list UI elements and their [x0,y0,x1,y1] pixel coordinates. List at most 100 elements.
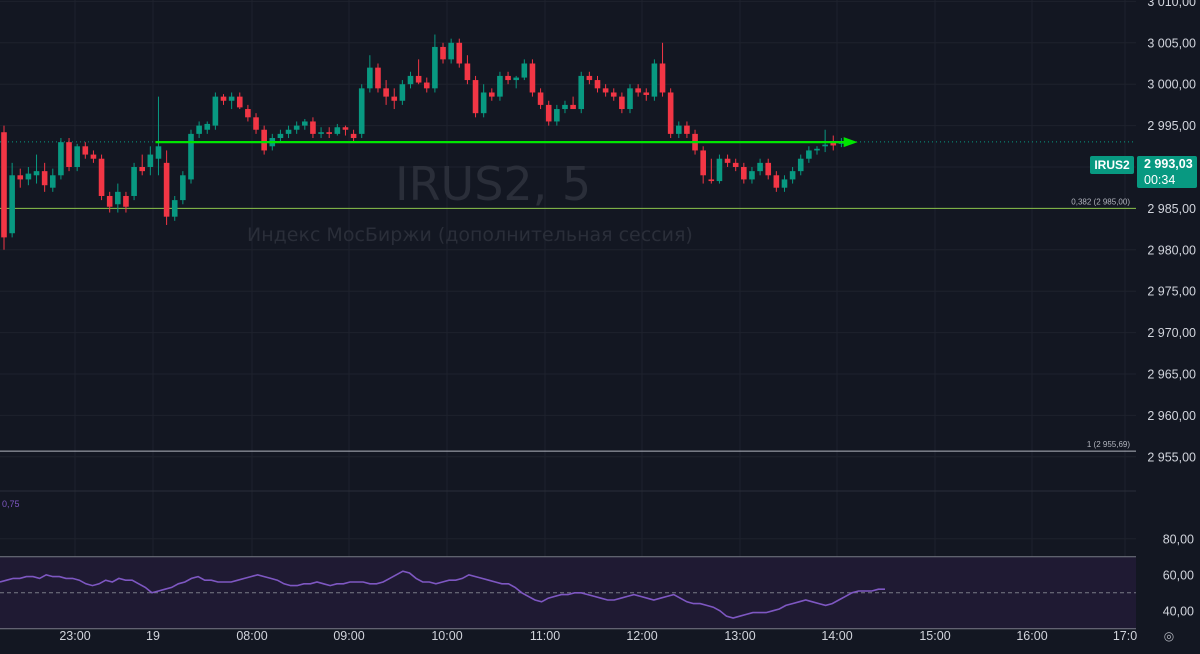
candle-body [261,129,267,151]
candle-body [472,80,479,114]
candle [358,84,365,139]
x-tick-label: 19 [146,629,160,643]
candle [789,167,796,184]
candle-body [334,127,341,134]
y-tick-label: 2 960,00 [1147,409,1196,423]
y-tick-label: 2 965,00 [1147,368,1196,382]
candle-body [684,125,690,134]
candle-body [562,104,568,110]
candle-body [326,132,332,134]
candle-body [545,104,552,122]
candle-body [456,42,463,64]
time-axis[interactable]: 23:00 19 08:00 09:00 10:00 11:00 12:00 13:00 14:… [59,629,1137,643]
candle-body [245,109,251,118]
candle-body [407,75,414,85]
candle-body [180,175,186,201]
ray-arrowhead [843,137,858,148]
candle-body [74,146,80,167]
rsi-pane [0,556,1136,630]
candle [797,154,804,176]
candle-body [302,121,308,126]
candle [627,84,633,114]
candle-body [708,179,715,182]
rsi-line [0,570,885,619]
y-tick-label: 2 995,00 [1147,119,1196,133]
candle [480,84,487,118]
candle-body [497,75,503,97]
candle-body [814,148,820,151]
watermark-title: IRUS2, 5 [395,157,591,211]
candle-body [619,96,625,110]
candle [505,71,511,85]
candle-body [115,191,121,205]
candle [513,75,519,89]
candle [391,88,398,110]
y-tick-label: 3 005,00 [1147,36,1196,50]
y-tick-label: 2 985,00 [1147,202,1196,216]
candle-body [147,154,154,167]
candle-body [480,92,487,114]
candle [708,158,715,184]
rsi-axis[interactable]: 40,00 60,00 80,00 [1163,532,1194,618]
candles [1,34,845,250]
settings-icon[interactable]: ◎ [1163,629,1175,643]
y-tick-label: 2 955,00 [1147,450,1196,464]
candle [578,71,585,114]
candle [49,168,56,192]
x-tick-label: 17:0 [1113,629,1137,643]
candle-body [635,88,641,93]
x-tick-label: 11:00 [530,629,560,643]
candle [716,154,723,184]
candle [545,100,552,126]
candle-body [131,167,137,196]
candle [448,38,454,64]
candle-body [17,175,24,180]
candle [66,138,72,172]
candle [90,150,97,163]
candle [814,146,820,155]
candle-body [155,146,162,159]
candle [822,129,828,153]
candle-body [610,92,617,97]
candle-body [310,121,316,134]
candle [659,42,666,97]
candle [415,59,422,85]
candle [497,71,503,101]
candle [700,146,706,184]
candle-body [505,75,511,81]
candle [667,88,674,139]
candle [675,121,682,139]
candle-body [383,88,389,97]
current-price-value: 2 993,03 [1144,157,1193,171]
candle-body [423,82,430,89]
candle-body [123,195,129,207]
candle-body [830,142,837,146]
candle [537,88,544,110]
horizontal-ray[interactable] [155,137,858,148]
candle-body [521,63,528,78]
candle [602,84,609,97]
y-tick-label: 2 970,00 [1147,326,1196,340]
candle-body [716,158,723,182]
candle-body [293,125,300,130]
candle [196,121,202,139]
candle [342,125,349,136]
candle-body [749,171,755,180]
candle-body [732,162,739,167]
candle-body [391,96,398,101]
candle-body [675,125,682,134]
candle [123,191,129,213]
candle [261,125,267,155]
candle-body [757,162,763,172]
candle-body [212,96,219,126]
candle [228,92,235,110]
candle-body [643,92,650,95]
candle [98,154,105,201]
candle [651,59,658,101]
price-axis[interactable]: 2 955,00 2 960,00 2 965,00 2 970,00 2 975,00… [1147,0,1196,464]
candle [163,150,170,225]
candle-body [171,200,178,217]
candle-body [196,125,202,134]
candle-body [358,88,365,134]
